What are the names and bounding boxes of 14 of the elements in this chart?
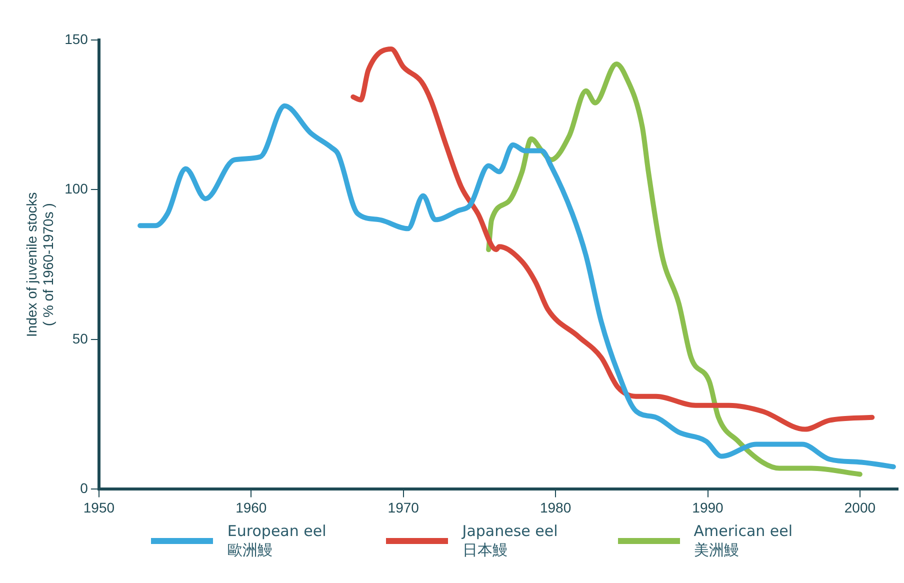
legend-label: American eel 美洲鰻 bbox=[694, 522, 793, 560]
x-tick-label: 1950 bbox=[83, 499, 115, 516]
y-tick-label: 100 bbox=[64, 180, 88, 197]
x-tick-label: 1990 bbox=[692, 499, 724, 516]
x-tick-label: 1960 bbox=[236, 499, 267, 516]
x-tick-label: 1980 bbox=[540, 499, 572, 516]
x-tick-label: 2000 bbox=[844, 499, 876, 516]
x-tick-label: 1970 bbox=[388, 499, 420, 516]
legend-label: Japanese eel 日本鰻 bbox=[462, 522, 558, 560]
y-axis-title: Index of juvenile stocks ( % of 1960-1970s ) bbox=[23, 192, 56, 337]
legend-label: European eel 歐洲鰻 bbox=[227, 522, 326, 560]
y-tick-label: 150 bbox=[64, 30, 88, 47]
y-tick-label: 0 bbox=[80, 480, 88, 496]
y-tick-label: 50 bbox=[72, 330, 88, 346]
